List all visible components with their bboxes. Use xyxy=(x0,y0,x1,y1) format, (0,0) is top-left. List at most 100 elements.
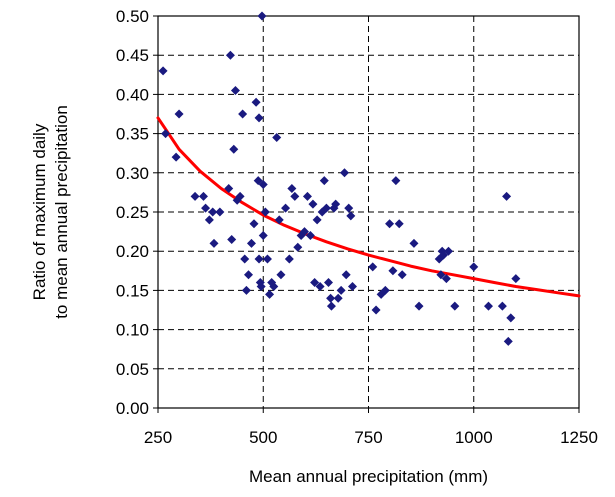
data-point xyxy=(324,278,334,288)
y-tick-label: 0.45 xyxy=(116,46,149,65)
data-point xyxy=(269,281,279,291)
y-tick-label: 0.35 xyxy=(116,125,149,144)
y-tick-label: 0.20 xyxy=(116,242,149,261)
data-point xyxy=(244,270,254,280)
data-point xyxy=(198,191,208,201)
y-axis: 0.00 0.05 0.10 0.15 0.20 0.25 0.30 0.35 0.40 0.45… xyxy=(116,7,158,418)
data-point xyxy=(287,183,297,193)
data-point xyxy=(503,336,513,346)
grid xyxy=(158,16,579,408)
data-point xyxy=(497,301,507,311)
data-point xyxy=(409,238,419,248)
data-point xyxy=(171,152,181,162)
y-tick-label: 0.25 xyxy=(116,203,149,222)
data-point xyxy=(208,207,218,217)
data-point xyxy=(511,274,521,284)
data-point xyxy=(319,176,329,186)
data-point xyxy=(371,305,381,315)
data-point xyxy=(300,227,310,237)
data-point xyxy=(290,191,300,201)
data-point xyxy=(251,97,261,107)
data-point xyxy=(385,219,395,229)
data-point xyxy=(254,254,264,264)
y-tick-label: 0.15 xyxy=(116,281,149,300)
x-tick-label: 1000 xyxy=(455,428,493,447)
data-point xyxy=(441,274,451,284)
data-point xyxy=(204,215,214,225)
data-point xyxy=(397,270,407,280)
data-point xyxy=(315,281,325,291)
y-tick-label: 0.50 xyxy=(116,7,149,26)
data-point xyxy=(260,207,270,217)
data-point xyxy=(388,266,398,276)
data-point xyxy=(310,278,320,288)
data-point xyxy=(241,285,251,295)
x-tick-label: 750 xyxy=(354,428,382,447)
data-point xyxy=(321,203,331,213)
data-point xyxy=(230,85,240,95)
scatter-series xyxy=(158,11,521,346)
x-tick-label: 500 xyxy=(249,428,277,447)
data-point xyxy=(256,281,266,291)
data-point xyxy=(380,285,390,295)
data-point xyxy=(235,191,245,201)
data-point xyxy=(161,129,171,139)
data-point xyxy=(308,199,318,209)
data-point xyxy=(340,168,350,178)
data-point xyxy=(326,293,336,303)
data-point xyxy=(483,301,493,311)
y-tick-label: 0.05 xyxy=(116,360,149,379)
y-tick-label: 0.30 xyxy=(116,164,149,183)
y-tick-label: 0.10 xyxy=(116,321,149,340)
x-axis-title: Mean annual precipitation (mm) xyxy=(249,467,488,486)
data-point xyxy=(227,234,237,244)
data-point xyxy=(281,203,291,213)
data-point xyxy=(344,203,354,213)
data-point xyxy=(229,144,239,154)
data-point xyxy=(368,262,378,272)
data-point xyxy=(174,109,184,119)
data-point xyxy=(258,231,268,241)
data-point xyxy=(272,133,282,143)
data-point xyxy=(443,246,453,256)
data-point xyxy=(274,215,284,225)
data-point xyxy=(254,113,264,123)
data-point xyxy=(305,231,315,241)
data-point xyxy=(336,285,346,295)
trend-line xyxy=(156,116,581,298)
data-point xyxy=(312,215,322,225)
data-point xyxy=(333,293,343,303)
data-point xyxy=(502,191,512,201)
data-point xyxy=(225,50,235,60)
data-point xyxy=(190,191,200,201)
x-tick-label: 250 xyxy=(144,428,172,447)
data-point xyxy=(506,313,516,323)
data-point xyxy=(341,270,351,280)
data-point xyxy=(348,281,358,291)
data-point xyxy=(394,219,404,229)
trend-series xyxy=(156,116,581,298)
data-point xyxy=(276,270,286,280)
data-point xyxy=(265,289,275,299)
data-point xyxy=(414,301,424,311)
data-point xyxy=(262,254,272,264)
data-point xyxy=(258,180,268,190)
data-point xyxy=(238,109,248,119)
data-point xyxy=(240,254,250,264)
data-point xyxy=(346,211,356,221)
data-point xyxy=(469,262,479,272)
y-axis-title-line-2: to mean annual precipitation xyxy=(52,105,71,319)
y-tick-label: 0.00 xyxy=(116,399,149,418)
data-point xyxy=(209,238,219,248)
y-tick-label: 0.40 xyxy=(116,85,149,104)
data-point xyxy=(224,183,234,193)
data-point xyxy=(249,219,259,229)
data-point xyxy=(246,238,256,248)
data-point xyxy=(450,301,460,311)
data-point xyxy=(436,270,446,280)
data-point xyxy=(331,199,341,209)
data-point xyxy=(293,242,303,252)
data-point xyxy=(257,11,267,21)
data-point xyxy=(158,66,168,76)
